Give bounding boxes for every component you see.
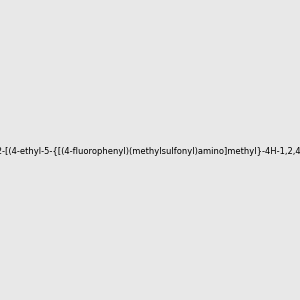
Text: N-(4-chloro-3-methylphenyl)-2-[(4-ethyl-5-{[(4-fluorophenyl)(methylsulfonyl)amin: N-(4-chloro-3-methylphenyl)-2-[(4-ethyl-…: [0, 147, 300, 156]
